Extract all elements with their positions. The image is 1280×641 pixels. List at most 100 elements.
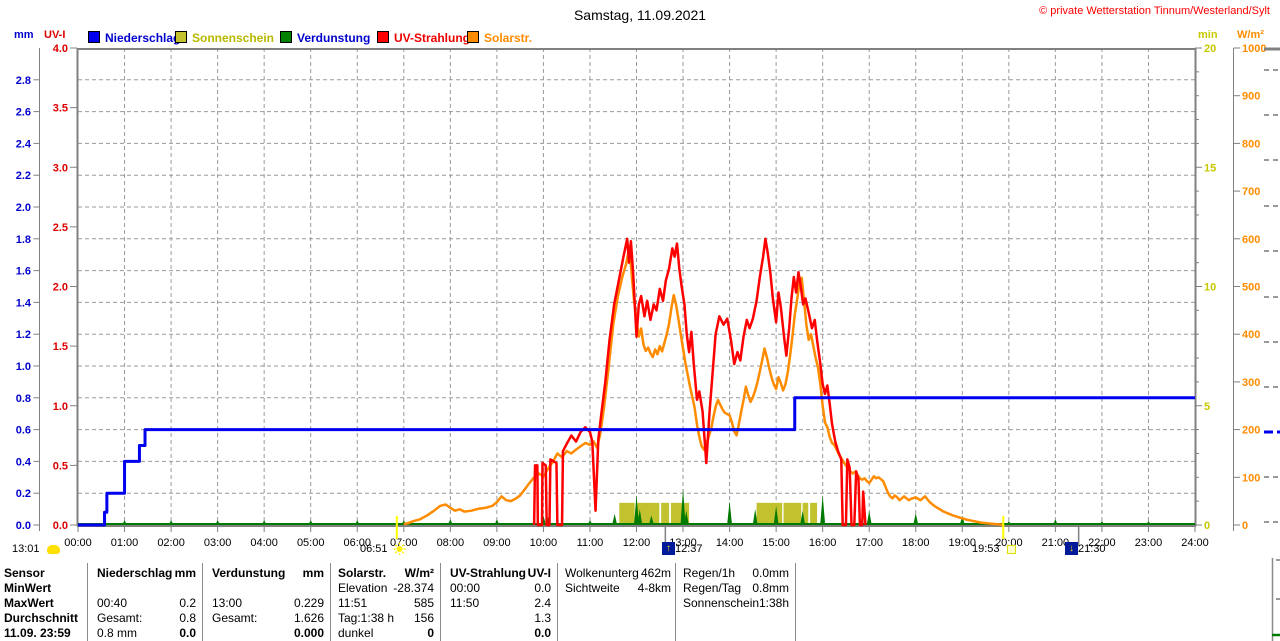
solarstr-swatch-icon — [467, 31, 479, 43]
table-row-label: MaxWert — [4, 596, 54, 610]
svg-text:100: 100 — [1242, 472, 1260, 484]
svg-text:0: 0 — [1204, 520, 1210, 532]
page-title: Samstag, 11.09.2021 — [573, 7, 707, 23]
table-row-label: Durchschnitt — [4, 611, 79, 625]
table-row-label: 11.09. 23:59 — [4, 626, 71, 640]
sun-icon — [393, 542, 406, 555]
svg-text:700: 700 — [1242, 186, 1260, 198]
svg-text:0.4: 0.4 — [16, 456, 32, 468]
moonrise-marker: ↑ 12:37 — [662, 542, 703, 556]
svg-text:2.2: 2.2 — [16, 170, 31, 182]
svg-text:14:00: 14:00 — [716, 537, 744, 549]
svg-text:0: 0 — [1242, 520, 1248, 532]
sunset-square-icon — [1006, 545, 1016, 554]
svg-text:1.0: 1.0 — [53, 401, 68, 413]
table-cell-label: Sonnenschein — [683, 596, 760, 610]
svg-text:200: 200 — [1242, 425, 1260, 437]
svg-text:00:00: 00:00 — [64, 537, 92, 549]
table-cell-label: 11:51 — [338, 596, 368, 610]
svg-text:2.6: 2.6 — [16, 107, 31, 119]
svg-text:17:00: 17:00 — [855, 537, 883, 549]
svg-text:01:00: 01:00 — [111, 537, 139, 549]
table-column-separator — [202, 563, 203, 641]
verdunstung-swatch-icon — [280, 31, 292, 43]
table-cell-label: Regen/Tag — [683, 581, 742, 595]
table-cell-label: Elevation — [338, 581, 388, 595]
table-cell-label: Gesamt: — [97, 611, 143, 625]
svg-text:22:00: 22:00 — [1088, 537, 1116, 549]
table-cell-value: 0.2 — [179, 596, 196, 610]
svg-text:300: 300 — [1242, 377, 1260, 389]
svg-text:16:00: 16:00 — [809, 537, 837, 549]
table-cell-label: Tag:1:38 h — [338, 611, 395, 625]
table-cell-value: 2.4 — [534, 596, 551, 610]
table-cell-value: 462m — [640, 566, 671, 580]
svg-text:1.6: 1.6 — [16, 266, 31, 278]
axis-title-mm: mm — [14, 29, 34, 41]
table-cell-value: 156 — [413, 611, 434, 625]
axis-title-min: min — [1198, 29, 1218, 41]
svg-text:2.5: 2.5 — [53, 222, 68, 234]
svg-text:2.8: 2.8 — [16, 75, 31, 87]
svg-text:3.5: 3.5 — [53, 103, 68, 115]
axis-title-wm2: W/m² — [1237, 29, 1264, 41]
svg-text:2.4: 2.4 — [16, 138, 32, 150]
legend-solarstr: Solarstr. — [467, 31, 532, 45]
svg-text:500: 500 — [1242, 282, 1260, 294]
sunrise-marker: 06:51 — [360, 542, 406, 556]
sunset-marker: 19:53 — [972, 542, 1016, 556]
svg-text:900: 900 — [1242, 91, 1260, 103]
table-column-unit: mm — [174, 566, 196, 580]
legend-niederschlag: Niederschlag — [88, 31, 180, 45]
table-column-header: UV-Strahlung — [450, 566, 527, 580]
table-cell-value: 1.3 — [534, 611, 551, 625]
moonset-time-marker: 13:01 — [12, 542, 60, 556]
table-cell-value: 0.0mm — [752, 566, 789, 580]
table-row-label: Sensor — [4, 566, 45, 580]
axis-title-uv: UV-I — [44, 29, 66, 41]
sonnenschein-swatch-icon — [175, 31, 187, 43]
svg-text:5: 5 — [1204, 401, 1210, 413]
table-cell-value: 4-8km — [637, 581, 671, 595]
svg-text:08:00: 08:00 — [437, 537, 465, 549]
svg-text:20: 20 — [1204, 43, 1216, 55]
table-cell-label: 00:40 — [97, 596, 128, 610]
legend-sonnenschein: Sonnenschein — [175, 31, 274, 45]
svg-text:1.5: 1.5 — [53, 341, 68, 353]
svg-text:12:00: 12:00 — [623, 537, 651, 549]
svg-text:10:00: 10:00 — [530, 537, 558, 549]
table-cell-label: Gesamt: — [212, 611, 258, 625]
svg-text:1000: 1000 — [1242, 43, 1266, 55]
table-column-unit: W/m² — [404, 566, 434, 580]
table-cell-value: 0.229 — [293, 596, 324, 610]
table-cell-value: 0.0 — [534, 581, 551, 595]
table-column-separator — [795, 563, 796, 641]
svg-text:04:00: 04:00 — [250, 537, 278, 549]
table-cell-label: 13:00 — [212, 596, 243, 610]
svg-text:0.6: 0.6 — [16, 425, 31, 437]
table-cell-value: 0 — [427, 626, 434, 640]
svg-text:600: 600 — [1242, 234, 1260, 246]
svg-text:4.0: 4.0 — [53, 43, 68, 55]
svg-text:02:00: 02:00 — [157, 537, 185, 549]
svg-text:15:00: 15:00 — [762, 537, 790, 549]
moonset-marker: ↓ 21:30 — [1065, 542, 1106, 556]
svg-text:20:00: 20:00 — [995, 537, 1023, 549]
table-column-unit: UV-I — [527, 566, 551, 580]
copyright-text: © private Wetterstation Tinnum/Westerlan… — [1039, 5, 1270, 17]
svg-text:07:00: 07:00 — [390, 537, 418, 549]
svg-text:1.4: 1.4 — [16, 297, 32, 309]
svg-text:400: 400 — [1242, 329, 1260, 341]
svg-text:13:00: 13:00 — [669, 537, 697, 549]
svg-text:2.0: 2.0 — [16, 202, 31, 214]
moonset-icon: ↓ — [1065, 542, 1078, 555]
table-column-header: Solarstr. — [338, 566, 387, 580]
svg-text:09:00: 09:00 — [483, 537, 511, 549]
table-cell-value: 0.0 — [534, 626, 551, 640]
svg-text:11:00: 11:00 — [577, 537, 604, 549]
table-cell-label: dunkel — [338, 626, 374, 640]
svg-text:0.5: 0.5 — [53, 460, 68, 472]
svg-text:24:00: 24:00 — [1181, 537, 1209, 549]
svg-text:21:00: 21:00 — [1042, 537, 1070, 549]
